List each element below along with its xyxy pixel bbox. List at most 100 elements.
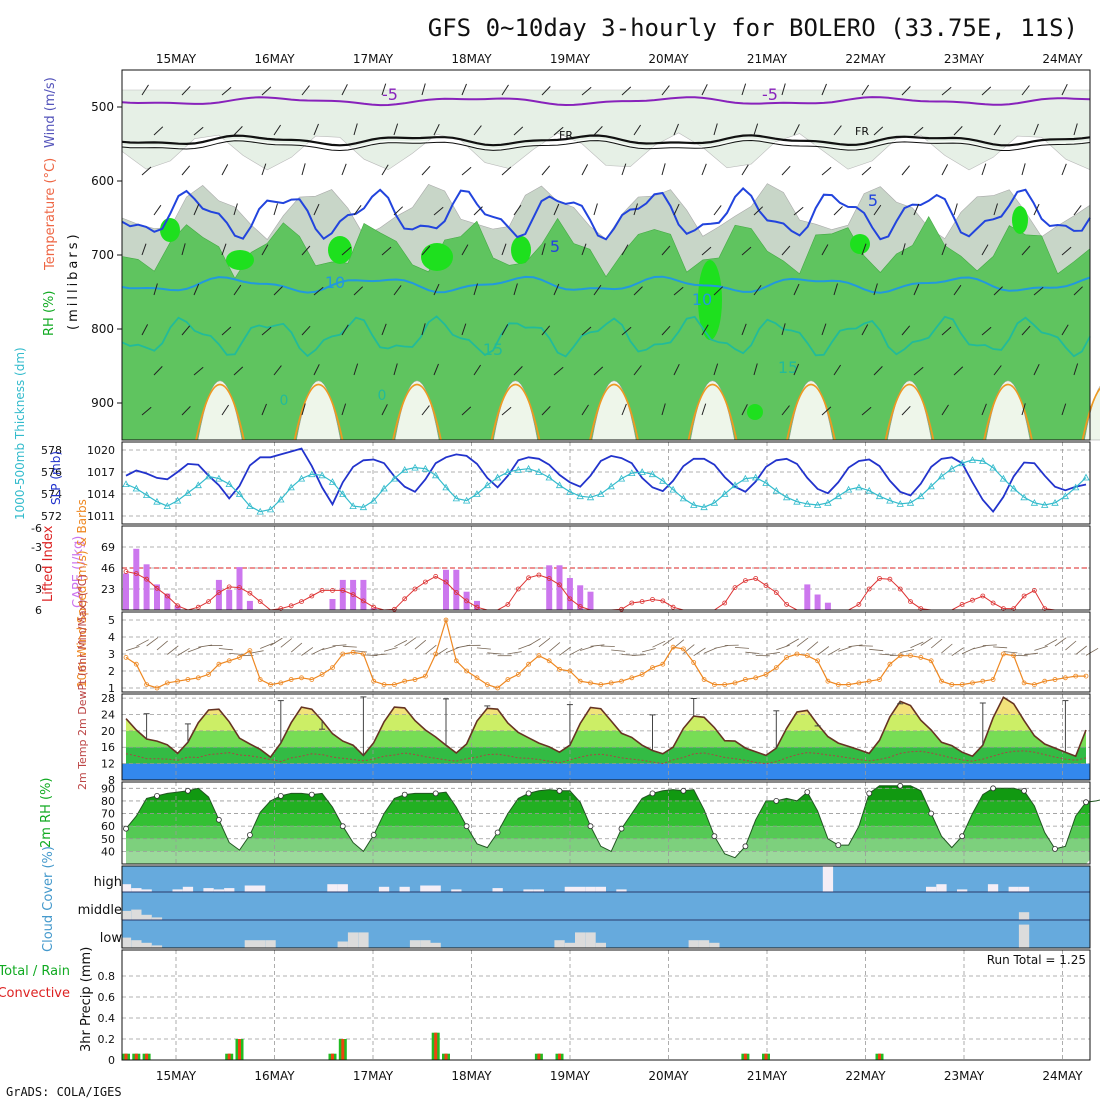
precip-convective-bar	[227, 1053, 231, 1060]
wind-barb	[714, 645, 729, 649]
wind-barb	[793, 363, 800, 376]
wind-speed-point	[918, 655, 924, 660]
li-tick-label: -3	[31, 541, 42, 554]
wind-speed-point	[619, 678, 624, 684]
cape-bar	[360, 579, 367, 610]
wind-barb	[301, 163, 306, 176]
wind-barb	[229, 653, 244, 655]
wind-barb	[861, 406, 872, 416]
wind-speed-point	[206, 672, 212, 677]
cloud-bar	[616, 889, 627, 892]
cloud-bar	[182, 886, 194, 892]
top-date-label: 23MAY	[944, 52, 985, 66]
thickness-point	[173, 496, 182, 504]
wind-barb	[136, 639, 149, 647]
wind-speed-point	[608, 680, 614, 686]
panel-frame	[121, 781, 1091, 865]
cape-label: CAPE (J/kg)	[71, 536, 86, 608]
wind-barb	[393, 206, 404, 216]
pressure-tick-label: 900	[91, 396, 114, 410]
wind-barb	[218, 648, 233, 651]
cloud-bar	[120, 910, 132, 920]
lifted-index-point	[980, 593, 986, 599]
wind-speed-point	[175, 678, 181, 684]
bottom-date-label: 18MAY	[451, 1069, 492, 1083]
cape-lifted-index-panel: -3 0 3 6 -6 23 46 69	[31, 522, 1091, 617]
lifted-index-point	[319, 588, 325, 593]
temp-contour-minus5	[121, 96, 1091, 107]
lifted-index-point	[1001, 606, 1006, 611]
lifted-index-point	[763, 583, 769, 588]
wind-barb	[461, 406, 472, 416]
lifted-index-point	[743, 578, 748, 583]
wind-speed-point	[1083, 673, 1089, 679]
rh-point	[742, 843, 749, 850]
thickness-point	[824, 498, 832, 506]
wind-barb	[765, 652, 780, 655]
wind-barb	[593, 203, 598, 216]
wind-barb	[1044, 639, 1058, 647]
wind-barb	[1033, 363, 1040, 376]
thickness-point	[235, 490, 244, 497]
cloud-bar	[595, 886, 606, 892]
top-date-label: 24MAY	[1042, 52, 1083, 66]
slp-thickness-panel: 1011 1014 1017 1020 572 574 576 578	[41, 441, 1091, 525]
wind-barb	[153, 283, 158, 296]
cloud-bar	[131, 888, 142, 892]
thickness-point	[648, 470, 657, 478]
wind-barb	[953, 366, 964, 376]
wind-barb	[701, 403, 707, 416]
wind-barb	[501, 406, 512, 416]
wind-speed-point	[484, 682, 490, 687]
rh-point	[1083, 799, 1089, 806]
top-date-label: 22MAY	[845, 52, 886, 66]
cloud-bar	[120, 937, 132, 948]
cloud-bar	[255, 940, 266, 948]
wind-side-label: Wind (m/s)	[43, 77, 58, 148]
thickness-point	[493, 473, 502, 481]
wind-speed-point	[350, 649, 356, 655]
rh-high-blob	[1012, 206, 1028, 234]
thickness-point	[690, 501, 698, 508]
top-date-labels: 15MAY 16MAY 17MAY 18MAY 19MAY 20MAY 21MA…	[156, 52, 1083, 66]
wind-speed-point	[949, 682, 955, 687]
thickness-point	[1020, 493, 1028, 501]
thickness-point	[937, 472, 946, 480]
wind-speed-point	[330, 665, 335, 670]
lifted-index-point	[887, 576, 893, 582]
wind-barb	[548, 642, 561, 652]
thickness-point	[617, 474, 626, 482]
rh-point	[649, 790, 656, 797]
temp-band	[126, 714, 1086, 731]
thickness-point	[844, 485, 853, 493]
wind-barb	[381, 246, 392, 256]
thickness-point	[225, 480, 233, 487]
cloud-bar	[358, 932, 369, 948]
thickness-point	[122, 480, 130, 487]
wind-speed-point	[701, 677, 707, 682]
contour-label: 0	[378, 388, 387, 404]
wind-barb	[476, 647, 491, 650]
wind-barb	[569, 647, 583, 656]
precip-tick-label: 0.8	[98, 970, 116, 983]
wind-speed-point	[939, 678, 944, 684]
wind-barb	[781, 245, 791, 256]
thickness-point	[555, 481, 564, 489]
lifted-index-point	[1011, 606, 1017, 611]
wind-speed-point	[897, 653, 903, 659]
thickness-point	[1051, 498, 1059, 506]
wind-barb	[373, 653, 388, 656]
slp-tick-label: 1011	[87, 510, 115, 523]
thickness-point	[401, 465, 409, 473]
wind-barb	[1085, 647, 1099, 656]
wind-barb	[913, 366, 924, 376]
temp-contour-20	[983, 383, 1033, 441]
wind-barb	[445, 647, 460, 654]
thickness-tick-label: 578	[41, 444, 62, 457]
temp-tick-label: 28	[101, 692, 115, 705]
thickness-point	[710, 498, 719, 506]
cloud-bar	[575, 886, 586, 892]
wind-barb	[581, 243, 587, 256]
wind-speed-point	[340, 651, 346, 657]
temp-tick-label: 12	[101, 758, 115, 771]
